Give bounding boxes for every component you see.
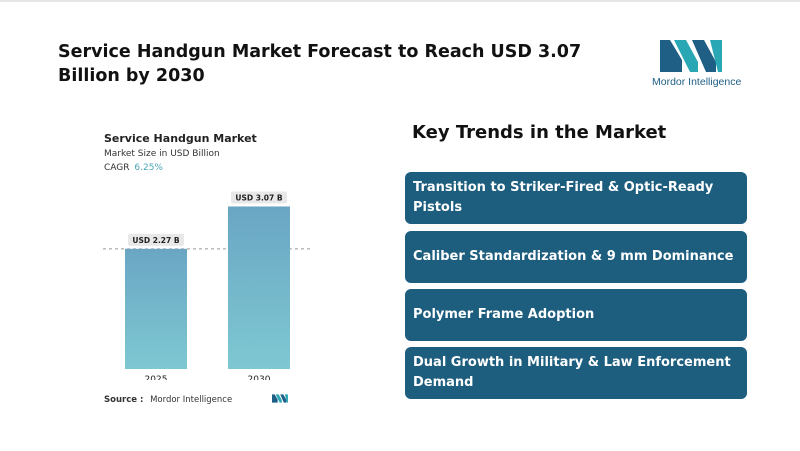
bar-2025 bbox=[125, 248, 187, 369]
bar-chart: USD 2.27 B 2025 USD 3.07 B 2030 bbox=[103, 191, 313, 380]
x-tick-label: 2030 bbox=[248, 375, 271, 380]
trend-text: Caliber Standardization & 9 mm Dominance bbox=[413, 249, 734, 264]
trend-text: Transition to Striker-Fired & Optic-Read… bbox=[413, 180, 714, 215]
source-value: Mordor Intelligence bbox=[150, 395, 233, 405]
cagr-value: 6.25% bbox=[134, 163, 163, 173]
trend-text: Dual Growth in Military & Law Enforcemen… bbox=[413, 355, 731, 390]
mordor-intelligence-logo-icon bbox=[660, 40, 722, 72]
value-label-bg bbox=[128, 233, 184, 246]
bar-2030 bbox=[228, 206, 290, 369]
value-label-bg bbox=[231, 191, 287, 204]
brand-logo: Mordor Intelligence bbox=[652, 36, 742, 92]
trend-card: Polymer Frame Adoption bbox=[405, 289, 747, 341]
trends-heading: Key Trends in the Market bbox=[412, 122, 667, 143]
trend-card: Transition to Striker-Fired & Optic-Read… bbox=[405, 172, 747, 224]
trend-card: Dual Growth in Military & Law Enforcemen… bbox=[405, 347, 747, 399]
chart-subtitle: Market Size in USD Billion bbox=[104, 149, 220, 159]
x-tick-label: 2025 bbox=[145, 375, 168, 380]
trend-card: Caliber Standardization & 9 mm Dominance bbox=[405, 231, 747, 283]
logo-text: Mordor Intelligence bbox=[652, 76, 742, 88]
chart-source: Source : Mordor Intelligence bbox=[104, 395, 232, 405]
trend-text: Polymer Frame Adoption bbox=[413, 307, 595, 322]
chart-cagr: CAGR 6.25% bbox=[104, 163, 163, 173]
top-divider bbox=[0, 0, 800, 2]
chart-title: Service Handgun Market bbox=[104, 132, 257, 145]
source-label: Source : bbox=[104, 395, 144, 405]
cagr-label: CAGR bbox=[104, 163, 130, 173]
value-label: USD 3.07 B bbox=[235, 193, 282, 202]
value-label: USD 2.27 B bbox=[132, 236, 179, 245]
page-title: Service Handgun Market Forecast to Reach… bbox=[58, 42, 582, 86]
mordor-mini-logo-icon bbox=[272, 394, 288, 403]
